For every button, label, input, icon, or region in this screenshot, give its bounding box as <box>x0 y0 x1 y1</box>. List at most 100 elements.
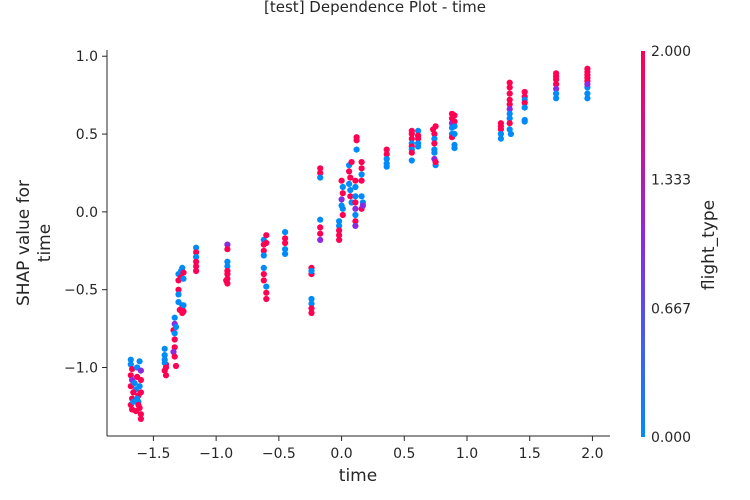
x-tick-label: 1.5 <box>519 446 541 462</box>
scatter-point <box>432 123 439 130</box>
scatter-points <box>127 65 591 422</box>
scatter-point <box>260 247 267 254</box>
scatter-point <box>383 163 390 170</box>
scatter-point <box>336 218 343 225</box>
scatter-point <box>338 177 345 184</box>
scatter-point <box>521 88 528 96</box>
colorbar-ticks: 2.000 1.333 0.667 0.000 <box>651 44 691 446</box>
scatter-point <box>135 401 142 408</box>
scatter-point <box>263 283 270 290</box>
x-tick-label: −1.5 <box>136 446 170 462</box>
scatter-point <box>282 246 289 253</box>
chart-title: [test] Dependence Plot - time <box>264 0 486 16</box>
scatter-point <box>431 140 438 147</box>
scatter-point <box>521 118 528 125</box>
scatter-point <box>193 253 200 261</box>
scatter-point <box>263 239 270 247</box>
scatter-point <box>506 101 513 108</box>
scatter-point <box>136 383 143 390</box>
scatter-point <box>136 358 143 365</box>
scatter-point <box>134 395 141 402</box>
scatter-point <box>171 314 178 321</box>
scatter-point <box>358 165 365 172</box>
scatter-point <box>553 85 560 92</box>
colorbar: 2.000 1.333 0.667 0.000 flight_type <box>641 44 719 446</box>
x-tick-label: 0.0 <box>330 446 352 462</box>
scatter-point <box>162 364 170 371</box>
x-axis-label: time <box>339 466 377 486</box>
colorbar-tick-label: 0.000 <box>651 430 691 446</box>
scatter-point <box>353 134 360 141</box>
scatter-point <box>431 149 438 156</box>
scatter-point <box>353 146 360 153</box>
scatter-point <box>172 323 180 331</box>
scatter-point <box>408 149 415 156</box>
scatter-point <box>347 187 354 194</box>
scatter-point <box>224 258 231 265</box>
scatter-point <box>451 130 458 138</box>
scatter-point <box>338 196 345 203</box>
scatter-point <box>359 202 366 209</box>
scatter-point <box>451 123 458 130</box>
scatter-point <box>415 143 422 150</box>
scatter-point <box>506 79 513 86</box>
scatter-point <box>193 267 200 275</box>
scatter-point <box>408 130 415 138</box>
scatter-point <box>383 151 390 158</box>
scatter-point <box>282 239 289 247</box>
scatter-point <box>584 81 591 88</box>
scatter-point <box>358 193 365 200</box>
scatter-point <box>521 99 528 106</box>
scatter-point <box>193 258 200 265</box>
scatter-point <box>553 81 560 88</box>
scatter-point <box>408 157 415 164</box>
scatter-point <box>352 211 359 219</box>
scatter-point <box>308 305 315 312</box>
scatter-point <box>161 352 168 359</box>
scatter-point <box>308 267 315 275</box>
scatter-point <box>193 249 200 256</box>
scatter-point <box>584 95 591 102</box>
scatter-point <box>352 183 359 191</box>
scatter-point <box>137 415 144 422</box>
scatter-point <box>317 224 324 231</box>
scatter-point <box>352 218 359 225</box>
x-tick-label: 0.5 <box>393 446 415 462</box>
scatter-point <box>506 90 513 97</box>
scatter-point <box>317 165 324 172</box>
x-tick-label: −0.5 <box>262 446 296 462</box>
scatter-point <box>137 376 144 384</box>
x-axis-ticks: −1.5 −1.0 −0.5 0.0 0.5 1.0 1.5 2.0 <box>136 436 604 462</box>
scatter-point <box>131 380 138 387</box>
scatter-point <box>451 112 458 119</box>
scatter-point <box>358 159 365 166</box>
scatter-point <box>224 246 231 253</box>
scatter-point <box>162 372 170 379</box>
y-tick-label: −1.0 <box>64 361 98 377</box>
scatter-point <box>317 236 324 243</box>
scatter-point <box>137 389 144 396</box>
scatter-point <box>358 177 365 184</box>
scatter-point <box>346 180 353 187</box>
scatter-point <box>308 295 315 303</box>
scatter-point <box>415 135 422 142</box>
scatter-point <box>339 211 346 219</box>
scatter-point <box>282 250 289 257</box>
scatter-point <box>308 309 315 317</box>
scatter-point <box>358 171 365 178</box>
scatter-point <box>171 336 178 343</box>
scatter-point <box>506 84 513 91</box>
scatter-point <box>137 411 144 418</box>
scatter-point <box>260 277 267 284</box>
scatter-point <box>348 159 355 166</box>
scatter-point <box>339 205 346 212</box>
scatter-point <box>521 104 528 111</box>
scatter-point <box>132 408 139 415</box>
scatter-point <box>161 345 168 352</box>
scatter-point <box>172 362 180 370</box>
scatter-point <box>224 263 231 270</box>
y-tick-label: 0.0 <box>76 205 98 221</box>
scatter-point <box>180 308 187 315</box>
colorbar-tick-label: 1.333 <box>651 173 691 189</box>
